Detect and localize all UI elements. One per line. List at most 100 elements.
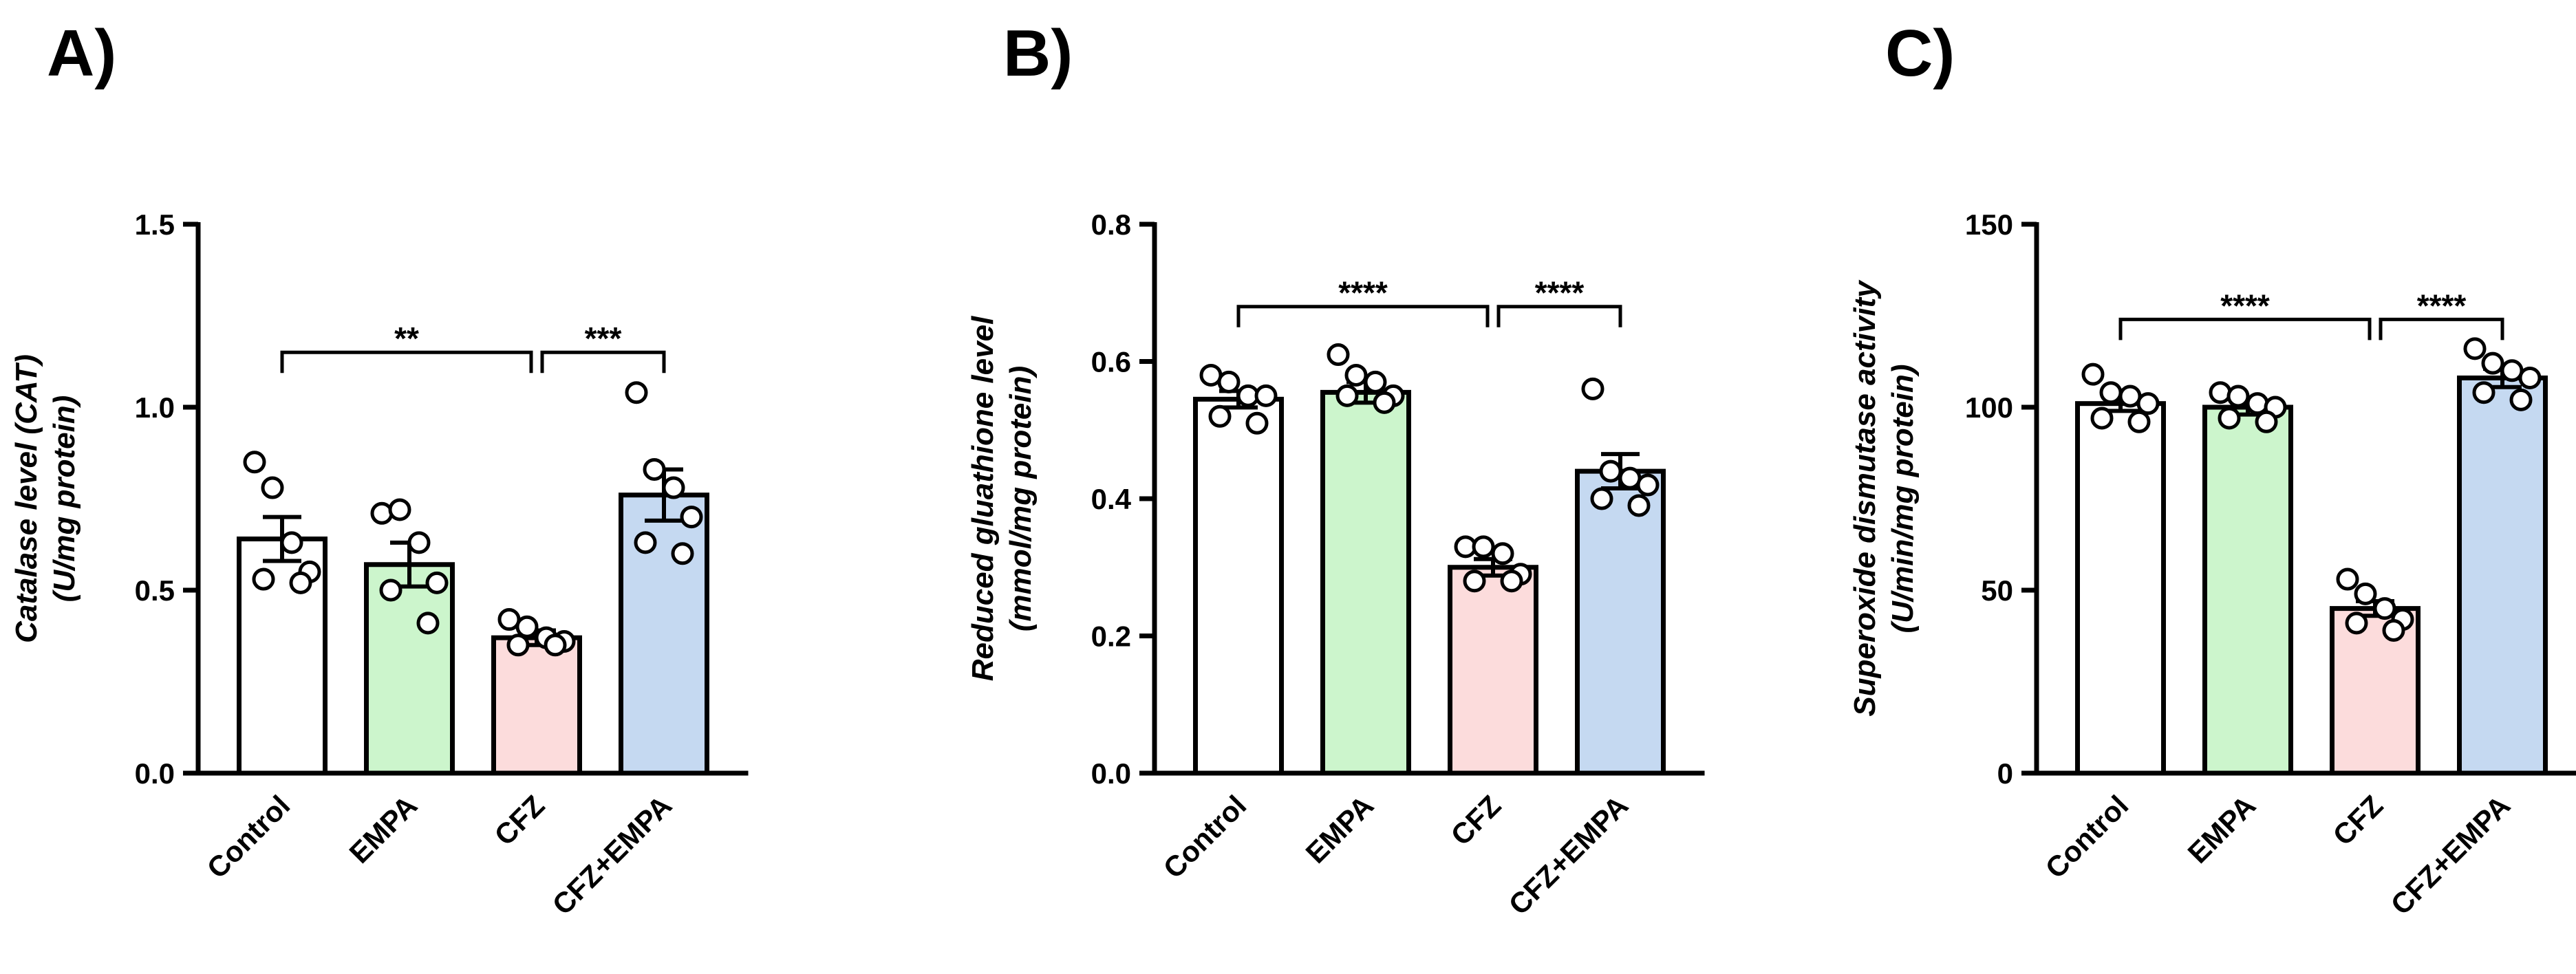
data-point [1491,542,1514,565]
x-tick-label: CFZ+EMPA [2384,789,2516,921]
data-point [2136,392,2160,415]
data-point [1636,473,1660,497]
data-point [252,567,275,591]
significance-bracket [280,350,533,374]
data-point [680,506,703,529]
data-point [1208,404,1232,428]
significance-bracket [2118,317,2372,340]
x-tick-label: EMPA [2182,789,2262,869]
y-tick-label: 100 [1965,391,2013,424]
panel-title: C) [1885,17,1955,90]
bar [2457,375,2548,776]
y-axis-unit: (mmol/mg protein) [1004,366,1038,631]
data-point [1217,370,1241,393]
significance-label: **** [2417,288,2467,323]
significance-label: *** [585,321,622,356]
data-point [2336,567,2359,591]
significance-bracket [1496,305,1622,327]
bar [1320,389,1411,776]
data-point [1254,384,1278,407]
y-axis-label: Superoxide dismutase activity [1848,279,1882,717]
data-point [2382,619,2405,642]
data-point [289,571,312,594]
bar [364,562,455,776]
data-point [243,451,266,474]
panel-title: A) [47,17,116,90]
y-tick-label: 0.6 [1091,346,1131,378]
data-point [1581,377,1604,400]
x-tick-label: EMPA [1300,789,1380,869]
significance-bracket [2379,317,2504,340]
data-point [634,531,657,554]
y-tick-label: 1.0 [135,391,175,424]
data-point [379,578,402,602]
significance-label: ** [394,321,419,356]
significance-bracket [540,350,666,374]
data-point [1335,384,1359,407]
x-tick-label: CFZ+EMPA [546,789,678,921]
y-tick-label: 1.5 [135,208,175,241]
x-tick-label: CFZ [488,789,550,852]
data-point [2218,407,2241,430]
bar [2202,404,2293,776]
data-point [2209,381,2232,404]
data-point [261,476,284,499]
y-tick-label: 0.5 [135,574,175,607]
data-point [2255,410,2278,433]
data-point [1472,535,1495,559]
data-point [2081,362,2105,386]
significance-label: **** [2220,288,2270,323]
data-point [515,615,539,638]
data-point [1364,370,1387,393]
data-point [2226,385,2250,408]
data-point [2246,392,2269,415]
data-point [1327,343,1350,367]
x-tick-label: Control [1157,789,1253,885]
y-tick-label: 0 [1997,757,2013,790]
data-point [2099,381,2123,404]
bar [491,635,582,776]
y-tick-label: 0.0 [1091,757,1131,790]
data-point [416,612,440,635]
significance-bracket [1236,305,1490,327]
bar [1448,565,1538,776]
data-point [1373,391,1396,414]
data-point [625,381,648,404]
bar [2075,401,2166,776]
y-axis-unit: (U/min/mg protein) [1886,364,1920,633]
y-tick-label: 150 [1965,208,2013,241]
bar [1575,468,1666,776]
bar [619,493,709,776]
data-point [2518,366,2542,389]
x-tick-label: CFZ [2326,789,2389,852]
data-point [388,498,411,521]
x-tick-label: CFZ [1444,789,1507,852]
y-axis-label: Reduced gluathione level [966,316,1000,681]
x-tick-label: CFZ+EMPA [1502,789,1634,921]
data-point [1599,459,1622,483]
data-point [1590,487,1613,510]
data-point [425,571,449,594]
data-point [2373,597,2396,620]
significance-label: **** [1338,275,1388,311]
y-tick-label: 0.8 [1091,208,1131,241]
data-point [407,531,431,554]
data-point [2463,337,2487,360]
x-tick-label: EMPA [343,789,424,869]
data-point [2472,381,2496,404]
y-tick-label: 0.4 [1091,483,1132,515]
data-point [1245,411,1269,435]
bar [1193,396,1284,776]
data-point [2481,351,2504,375]
data-point [280,531,303,554]
data-point [1344,363,1368,387]
x-tick-label: Control [201,789,297,885]
data-point [506,634,530,657]
x-tick-label: Control [2039,789,2135,885]
data-point [1463,570,1486,593]
y-axis-label: Catalase level (CAT) [10,354,43,643]
data-point [2090,407,2114,430]
y-tick-label: 0.2 [1091,620,1131,653]
panel-title: B) [1003,17,1073,90]
